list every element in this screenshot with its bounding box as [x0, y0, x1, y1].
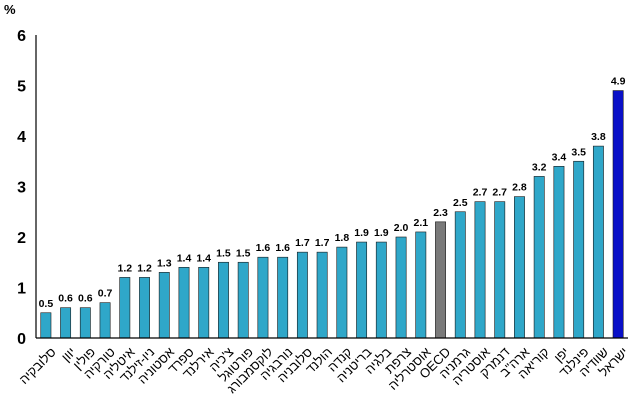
bar — [198, 266, 210, 339]
bar — [257, 256, 269, 339]
bar — [514, 196, 525, 339]
bar — [395, 236, 407, 339]
bar — [158, 272, 170, 339]
bar — [336, 246, 348, 339]
bar — [533, 176, 545, 339]
bar — [553, 166, 565, 339]
bar — [415, 231, 427, 339]
y-tick-label: 0 — [17, 331, 26, 348]
y-tick-label: 3 — [17, 180, 26, 197]
data-label: 0.7 — [98, 288, 113, 300]
y-tick-label: 5 — [17, 79, 26, 96]
data-label: 1.2 — [117, 262, 132, 274]
data-label: 3.4 — [552, 151, 567, 163]
bar — [454, 211, 466, 339]
data-label: 1.4 — [177, 252, 192, 264]
bar — [139, 277, 150, 339]
bar — [573, 160, 585, 339]
bar — [316, 251, 328, 339]
bar — [60, 307, 72, 339]
data-label: 4.9 — [611, 76, 626, 88]
bar — [237, 261, 249, 339]
bars — [40, 90, 624, 339]
y-tick-label: 4 — [17, 129, 26, 146]
data-label: 0.5 — [39, 298, 54, 310]
bar — [178, 266, 190, 339]
y-axis-tick-labels: 0 1 2 3 4 5 6 — [17, 28, 26, 348]
data-label: 1.4 — [196, 252, 211, 264]
data-label: 1.7 — [295, 237, 310, 249]
data-label: 2.5 — [453, 197, 468, 209]
data-label: 1.9 — [374, 227, 389, 239]
bar — [356, 241, 368, 339]
y-tick-label: 1 — [17, 281, 26, 298]
data-label: 3.8 — [591, 131, 606, 143]
bar — [277, 256, 289, 339]
x-axis-tick-labels: סלובקיה יווןפוליןטורקיהאיטליהניו-זילנדאסט… — [16, 344, 631, 396]
y-tick-label: 2 — [17, 230, 26, 247]
data-label: 3.5 — [571, 146, 586, 158]
data-label: 1.5 — [216, 247, 231, 259]
data-label: 0.6 — [78, 293, 93, 305]
data-label: 0.6 — [58, 293, 73, 305]
data-label: 1.2 — [137, 262, 152, 274]
data-label: 1.6 — [275, 242, 290, 254]
data-label: 1.3 — [157, 257, 172, 269]
data-label: 1.5 — [236, 247, 251, 259]
bar — [494, 201, 506, 339]
data-label: 3.2 — [532, 161, 547, 173]
bar — [218, 261, 229, 339]
bar — [79, 307, 91, 339]
data-label: 2.7 — [492, 187, 507, 199]
bar — [40, 312, 52, 339]
data-label: 1.8 — [335, 232, 350, 244]
data-label: 2.0 — [394, 222, 409, 234]
bar — [474, 201, 486, 339]
data-label: 1.6 — [256, 242, 271, 254]
x-tick-label: סלובקיה — [16, 344, 59, 387]
data-label: 1.7 — [315, 237, 330, 249]
y-axis-unit-label: % — [4, 2, 16, 17]
data-label: 2.3 — [433, 207, 448, 219]
bar — [296, 251, 308, 339]
bar — [435, 221, 446, 339]
bar — [375, 241, 387, 339]
data-label: 1.9 — [354, 227, 369, 239]
data-label: 2.1 — [413, 217, 428, 229]
bar — [99, 302, 111, 339]
y-tick-label: 6 — [17, 28, 26, 45]
data-label: 2.7 — [473, 187, 488, 199]
bar — [592, 145, 604, 339]
data-label: 2.8 — [512, 182, 527, 194]
bar — [119, 277, 131, 339]
bar — [612, 90, 624, 339]
data-labels: 0.5 0.6 0.6 0.7 1.2 1.2 1.3 1.4 1.4 1.5 1.5 1.6 1.6 1… — [39, 76, 626, 310]
